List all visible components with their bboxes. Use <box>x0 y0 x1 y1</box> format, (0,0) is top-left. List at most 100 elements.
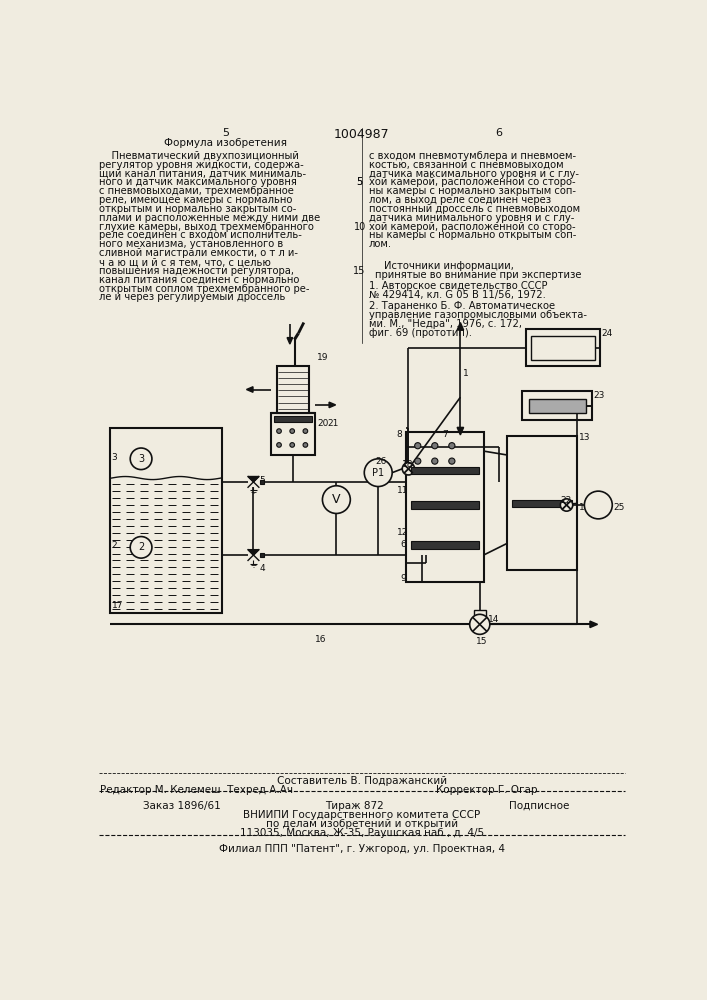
Text: 4: 4 <box>259 564 265 573</box>
Text: 25: 25 <box>614 503 625 512</box>
Text: датчика минимального уровня и с глу-: датчика минимального уровня и с глу- <box>369 213 574 223</box>
Bar <box>259 553 264 557</box>
Text: сливной магистрали емкости, о т л и-: сливной магистрали емкости, о т л и- <box>99 248 298 258</box>
Text: 18: 18 <box>402 460 414 469</box>
Polygon shape <box>457 427 464 435</box>
Bar <box>507 436 577 570</box>
Bar <box>474 610 486 620</box>
Text: Филиал ППП "Патент", г. Ужгород, ул. Проектная, 4: Филиал ППП "Патент", г. Ужгород, ул. Про… <box>219 844 505 854</box>
Text: 13: 13 <box>579 433 590 442</box>
Text: 5: 5 <box>356 177 363 187</box>
Text: 10: 10 <box>354 222 366 232</box>
Text: 21: 21 <box>328 419 339 428</box>
Text: V: V <box>332 493 341 506</box>
Text: 10: 10 <box>579 503 590 512</box>
Text: Тираж 872: Тираж 872 <box>325 801 383 811</box>
Text: 24: 24 <box>602 329 613 338</box>
Circle shape <box>322 486 351 513</box>
Text: ле и через регулируемый дроссель: ле и через регулируемый дроссель <box>99 292 286 302</box>
Circle shape <box>402 463 414 475</box>
Circle shape <box>303 429 308 433</box>
Text: 3: 3 <box>112 453 117 462</box>
Text: 2: 2 <box>112 541 117 550</box>
Circle shape <box>290 443 295 447</box>
Circle shape <box>469 614 490 634</box>
Bar <box>110 428 223 613</box>
Text: 11: 11 <box>397 486 409 495</box>
Circle shape <box>561 499 573 511</box>
Bar <box>259 480 264 484</box>
Bar <box>411 501 479 509</box>
Text: P1: P1 <box>372 468 385 478</box>
Text: 5: 5 <box>259 476 265 485</box>
Text: 5: 5 <box>356 177 363 187</box>
Bar <box>274 416 312 422</box>
Circle shape <box>414 443 421 449</box>
Text: 19: 19 <box>317 353 329 362</box>
Bar <box>522 391 592 420</box>
Text: датчика максимального уровня и с глу-: датчика максимального уровня и с глу- <box>369 169 579 179</box>
Text: ны камеры с нормально открытым соп-: ны камеры с нормально открытым соп- <box>369 230 576 240</box>
Text: 23: 23 <box>594 391 605 400</box>
Text: ны камеры с нормально закрытым соп-: ны камеры с нормально закрытым соп- <box>369 186 576 196</box>
Text: 1. Авторское свидетельство СССР: 1. Авторское свидетельство СССР <box>369 281 547 291</box>
Text: регулятор уровня жидкости, содержа-: регулятор уровня жидкости, содержа- <box>99 160 304 170</box>
Text: хой камерой, расположенной со сторо-: хой камерой, расположенной со сторо- <box>369 177 575 187</box>
Text: постоянный дроссель с пневмовыходом: постоянный дроссель с пневмовыходом <box>369 204 580 214</box>
Text: щий канал питания, датчик минималь-: щий канал питания, датчик минималь- <box>99 169 306 179</box>
Polygon shape <box>248 550 259 555</box>
Text: 1004987: 1004987 <box>334 128 390 141</box>
Text: лом.: лом. <box>369 239 392 249</box>
Text: Подписное: Подписное <box>508 801 569 811</box>
Text: Пневматический двухпозиционный: Пневматический двухпозиционный <box>99 151 299 161</box>
Circle shape <box>449 458 455 464</box>
Circle shape <box>585 491 612 519</box>
Polygon shape <box>329 402 336 408</box>
Text: 9: 9 <box>400 574 406 583</box>
Text: 14: 14 <box>488 615 499 624</box>
Circle shape <box>290 429 295 433</box>
Circle shape <box>130 448 152 470</box>
Circle shape <box>449 443 455 449</box>
Text: 3: 3 <box>138 454 144 464</box>
Text: Заказ 1896/61: Заказ 1896/61 <box>143 801 221 811</box>
Text: управление газопромысловыми объекта-: управление газопромысловыми объекта- <box>369 310 587 320</box>
Text: 16: 16 <box>315 635 327 644</box>
Bar <box>276 366 309 413</box>
Text: 22: 22 <box>560 496 571 505</box>
Text: 6: 6 <box>496 128 503 138</box>
Bar <box>271 413 315 455</box>
Text: ВНИИПИ Государственного комитета СССР: ВНИИПИ Государственного комитета СССР <box>243 810 481 820</box>
Text: канал питания соединен с нормально: канал питания соединен с нормально <box>99 275 300 285</box>
Text: 17: 17 <box>112 601 123 610</box>
Bar <box>512 500 572 507</box>
Text: реле соединен с входом исполнитель-: реле соединен с входом исполнитель- <box>99 230 302 240</box>
Text: Корректор Г. Огар: Корректор Г. Огар <box>436 785 538 795</box>
Text: 1: 1 <box>462 369 469 378</box>
Text: открытым соплом трехмембранного ре-: открытым соплом трехмембранного ре- <box>99 284 310 294</box>
Text: Формула изобретения: Формула изобретения <box>164 138 287 148</box>
Text: повышения надежности регулятора,: повышения надежности регулятора, <box>99 266 294 276</box>
Circle shape <box>130 537 152 558</box>
Circle shape <box>432 443 438 449</box>
Text: № 429414, кл. G 05 B 11/56, 1972.: № 429414, кл. G 05 B 11/56, 1972. <box>369 290 546 300</box>
Text: открытым и нормально закрытым со-: открытым и нормально закрытым со- <box>99 204 297 214</box>
Text: Составитель В. Подражанский: Составитель В. Подражанский <box>277 776 447 786</box>
Polygon shape <box>287 338 293 344</box>
Circle shape <box>276 429 281 433</box>
Bar <box>411 466 479 474</box>
Text: с пневмовыходами, трехмембранное: с пневмовыходами, трехмембранное <box>99 186 294 196</box>
Bar <box>411 541 479 549</box>
Text: ного механизма, установленного в: ного механизма, установленного в <box>99 239 284 249</box>
Text: 113035, Москва, Ж-35, Раушская наб., д. 4/5: 113035, Москва, Ж-35, Раушская наб., д. … <box>240 828 484 838</box>
Text: ми. М., "Недра", 1976, с. 172,: ми. М., "Недра", 1976, с. 172, <box>369 319 522 329</box>
Text: 2. Тараненко Б. Ф. Автоматическое: 2. Тараненко Б. Ф. Автоматическое <box>369 301 555 311</box>
Polygon shape <box>248 477 259 482</box>
Text: хой камерой, расположенной со сторо-: хой камерой, расположенной со сторо- <box>369 222 575 232</box>
Polygon shape <box>247 387 253 392</box>
Text: плами и расположенные между ними две: плами и расположенные между ними две <box>99 213 320 223</box>
Text: костью, связанной с пневмовыходом: костью, связанной с пневмовыходом <box>369 160 563 170</box>
Text: 15: 15 <box>476 637 487 646</box>
Circle shape <box>414 458 421 464</box>
Text: Редактор М. Келемеш  Техред А.Ач: Редактор М. Келемеш Техред А.Ач <box>100 785 293 795</box>
